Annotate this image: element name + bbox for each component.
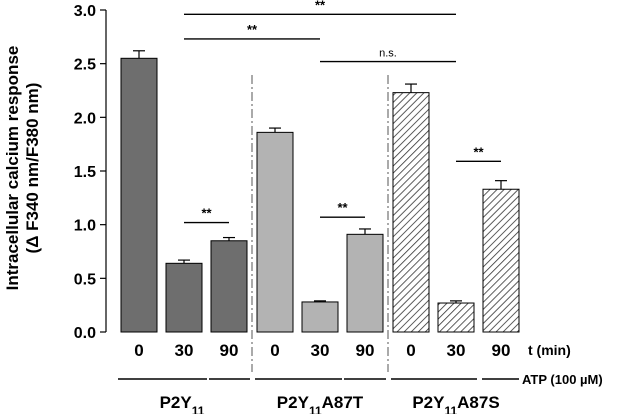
y-tick-label: 1.0 xyxy=(74,218,96,235)
bar xyxy=(392,92,430,333)
y-tick-label: 3.0 xyxy=(74,3,96,20)
x-tick-label: 90 xyxy=(492,341,511,360)
bar xyxy=(256,131,294,333)
x-tick-label: 90 xyxy=(220,341,239,360)
y-tick-label: 1.5 xyxy=(74,164,96,181)
x-tick-label: 0 xyxy=(406,341,415,360)
plot-area: 0.0 0.5 1.0 1.5 2.0 2.5 3.0 0 30 90 0 30 90 0 30 90 t (m… xyxy=(74,0,603,414)
significance-label: ** xyxy=(473,144,484,159)
time-axis-label: t (min) xyxy=(528,342,571,358)
y-tick-label: 2.5 xyxy=(74,57,96,74)
group-label: P2Y11A87S xyxy=(412,393,499,414)
significance-label: ** xyxy=(201,206,212,221)
bar xyxy=(301,301,339,333)
x-tick-label: 30 xyxy=(175,341,194,360)
significance-label: n.s. xyxy=(379,48,397,60)
bar xyxy=(482,188,520,333)
bar xyxy=(346,233,384,333)
y-axis-title-line1: Intracellular calcium response xyxy=(3,46,22,291)
bar xyxy=(165,262,203,333)
x-tick-label: 0 xyxy=(134,341,143,360)
bar xyxy=(210,240,248,333)
significance-label: ** xyxy=(247,22,258,37)
atp-label: ATP (100 µM) xyxy=(522,372,603,387)
significance-label: ** xyxy=(315,0,326,12)
y-tick-label: 0.5 xyxy=(74,271,96,288)
significance-label: ** xyxy=(337,200,348,215)
x-tick-label: 30 xyxy=(311,341,330,360)
bar xyxy=(120,57,158,333)
group-label: P2Y11 xyxy=(160,393,205,414)
y-tick-label: 0.0 xyxy=(74,325,96,342)
group-label: P2Y11A87T xyxy=(277,393,364,414)
y-tick-label: 2.0 xyxy=(74,110,96,127)
x-tick-label: 30 xyxy=(447,341,466,360)
y-axis-title-line2: (Δ F340 nm/F380 nm) xyxy=(23,83,42,254)
y-axis-title: Intracellular calcium response (Δ F340 n… xyxy=(3,46,42,291)
x-tick-label: 0 xyxy=(270,341,279,360)
x-tick-label: 90 xyxy=(356,341,375,360)
bar xyxy=(437,302,475,333)
